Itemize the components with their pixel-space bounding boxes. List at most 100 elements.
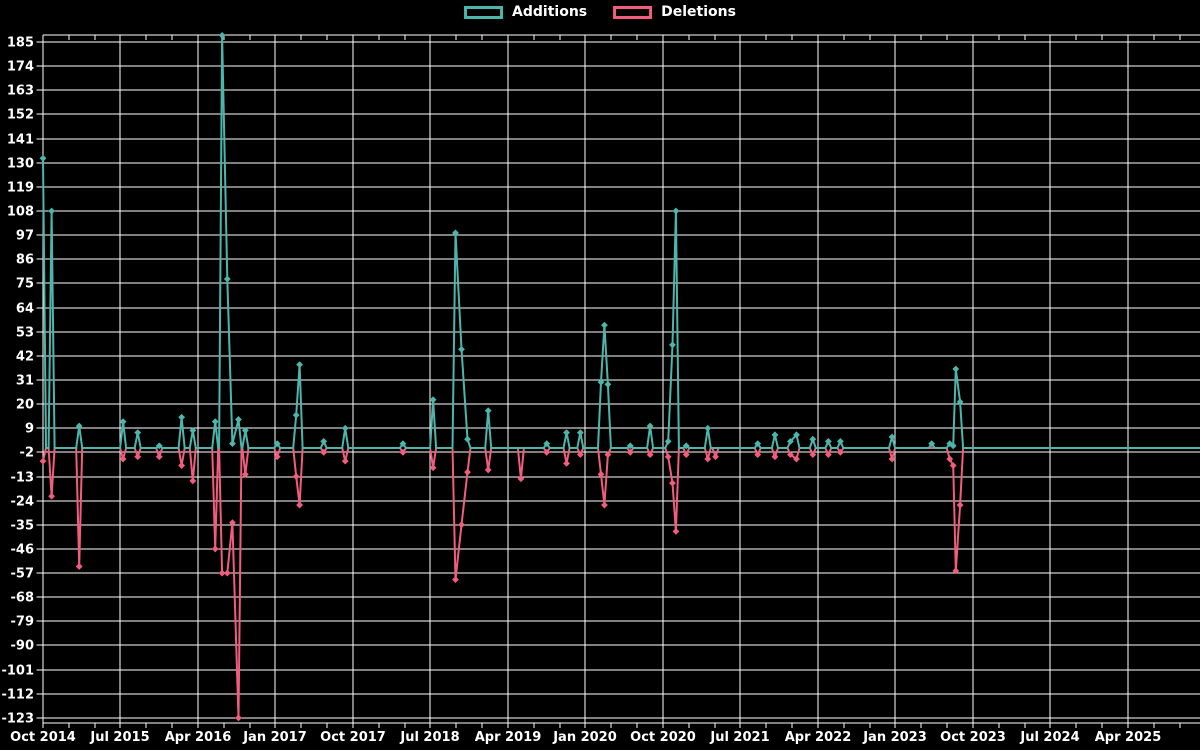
additions-marker — [39, 154, 47, 162]
additions-marker — [787, 437, 794, 445]
y-tick-label: 20 — [16, 398, 34, 413]
deletions-marker — [601, 501, 608, 509]
y-tick-label: 42 — [16, 350, 34, 365]
y-tick-label: 185 — [7, 36, 34, 51]
y-tick-label: -35 — [11, 519, 35, 534]
y-tick-label: -24 — [11, 495, 35, 510]
y-tick-label: 9 — [25, 422, 34, 437]
additions-marker — [229, 440, 236, 447]
y-tick-label: -68 — [11, 591, 35, 606]
additions-marker — [464, 435, 471, 443]
additions-marker — [836, 437, 844, 445]
deletions-marker — [235, 714, 242, 722]
x-tick-label: Apr 2022 — [785, 730, 852, 745]
deletions-marker — [563, 459, 570, 467]
deletions-line — [42, 447, 1200, 718]
additions-marker — [601, 321, 608, 329]
deletions-marker — [119, 455, 127, 463]
additions-marker — [604, 380, 612, 388]
y-tick-label: 64 — [16, 302, 34, 317]
y-tick-label: 119 — [7, 181, 34, 196]
y-tick-label: -90 — [11, 639, 35, 654]
additions-marker — [576, 429, 584, 437]
additions-marker — [949, 442, 957, 450]
additions-marker — [134, 429, 142, 437]
additions-marker — [793, 431, 800, 439]
deletions-marker — [429, 464, 437, 472]
y-tick-label: 130 — [7, 157, 34, 172]
deletions-marker — [664, 453, 672, 461]
additions-marker — [626, 442, 634, 450]
additions-marker — [484, 407, 492, 415]
deletions-marker — [956, 501, 964, 509]
y-tick-label: 75 — [16, 277, 34, 292]
y-tick-label: -57 — [11, 567, 35, 582]
x-tick-label: Oct 2020 — [630, 730, 696, 745]
x-tick-label: Jan 2023 — [862, 730, 927, 745]
deletions-marker — [543, 448, 551, 456]
additions-marker — [211, 418, 219, 426]
y-tick-label: 53 — [16, 326, 34, 341]
additions-marker — [320, 437, 328, 445]
additions-marker — [928, 440, 936, 447]
legend-item-additions[interactable]: Additions — [464, 5, 587, 19]
additions-marker — [563, 429, 570, 437]
additions-marker — [178, 413, 186, 421]
additions-marker — [952, 365, 960, 373]
deletions-marker — [452, 576, 459, 584]
deletions-marker — [946, 455, 954, 463]
deletions-marker — [597, 470, 605, 478]
additions-marker — [672, 207, 680, 215]
additions-marker — [48, 207, 56, 215]
x-tick-label: Oct 2023 — [940, 730, 1006, 745]
deletions-marker — [39, 457, 47, 465]
additions-marker — [429, 396, 437, 404]
y-tick-label: 163 — [7, 84, 34, 99]
additions-marker — [235, 416, 242, 423]
deletions-marker — [949, 462, 957, 469]
additions-marker — [543, 440, 551, 447]
x-tick-label: Apr 2019 — [475, 730, 542, 745]
deletions-marker — [178, 462, 186, 469]
deletions-marker — [576, 451, 584, 458]
deletions-marker — [771, 453, 779, 461]
additions-marker — [646, 422, 654, 430]
deletions-marker — [888, 455, 896, 463]
additions-swatch-icon — [464, 5, 504, 19]
deletions-marker — [836, 448, 844, 456]
deletions-marker — [646, 451, 654, 458]
y-tick-label: -13 — [11, 471, 35, 486]
deletions-marker — [48, 492, 56, 500]
deletions-marker — [211, 545, 219, 553]
deletions-marker — [787, 451, 794, 458]
additions-line — [42, 35, 1200, 449]
additions-marker — [341, 424, 349, 432]
deletions-marker — [809, 451, 817, 458]
deletions-marker — [604, 451, 612, 458]
deletions-marker — [458, 521, 465, 529]
x-tick-label: Apr 2025 — [1095, 730, 1162, 745]
x-tick-label: Jul 2021 — [709, 730, 769, 745]
chart-legend: Additions Deletions — [464, 5, 736, 19]
y-tick-label: -79 — [11, 615, 35, 630]
deletions-marker — [517, 475, 525, 483]
y-tick-label: 31 — [16, 374, 34, 389]
x-tick-label: Jul 2024 — [1019, 730, 1079, 745]
deletions-marker — [155, 453, 163, 461]
y-tick-label: 152 — [7, 108, 34, 123]
additions-marker — [241, 427, 249, 434]
y-tick-label: 108 — [7, 205, 34, 220]
x-tick-label: Oct 2014 — [10, 730, 76, 745]
y-tick-label: -101 — [1, 664, 34, 679]
legend-label-additions: Additions — [512, 4, 588, 20]
legend-item-deletions[interactable]: Deletions — [613, 5, 736, 19]
additions-marker — [597, 378, 605, 386]
additions-marker — [189, 427, 197, 434]
additions-marker — [119, 418, 127, 426]
y-tick-label: -2 — [20, 446, 34, 461]
deletions-marker — [824, 451, 832, 458]
x-tick-label: Oct 2017 — [320, 730, 386, 745]
additions-marker — [888, 433, 896, 441]
